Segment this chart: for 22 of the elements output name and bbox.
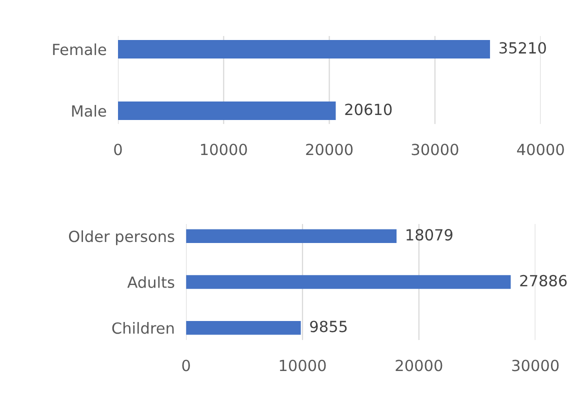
x-tick-label: 30000: [512, 360, 559, 372]
bar: [186, 229, 397, 244]
x-tick-label: 20000: [306, 144, 353, 156]
bar: [186, 320, 301, 335]
data-label: 27886: [520, 274, 567, 286]
y-tick-label: Children: [112, 322, 174, 334]
y-tick-label: Adults: [127, 276, 174, 288]
x-tick-label: 10000: [280, 360, 326, 372]
x-tick-label: 40000: [517, 144, 564, 156]
y-tick-label: Older persons: [68, 230, 174, 246]
y-tick-label: Male: [72, 104, 106, 117]
data-label: 20610: [345, 104, 392, 116]
data-label: 35210: [500, 42, 546, 54]
x-tick-label: 20000: [396, 360, 442, 372]
data-label: 18079: [406, 229, 452, 241]
y-tick-label: Female: [53, 43, 106, 56]
bar: [186, 275, 511, 289]
x-tick-label: 0: [182, 360, 190, 372]
data-label: 9855: [310, 320, 347, 332]
x-tick-label: 10000: [201, 144, 247, 156]
x-tick-label: 0: [114, 144, 122, 156]
x-tick-label: 30000: [412, 144, 458, 156]
